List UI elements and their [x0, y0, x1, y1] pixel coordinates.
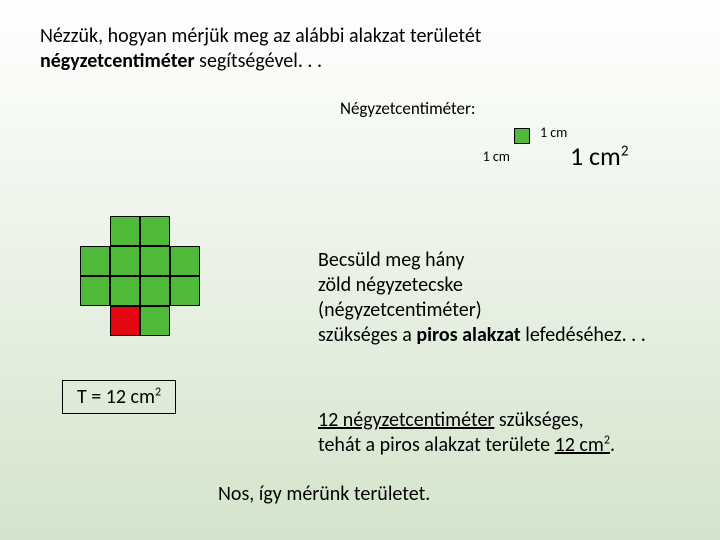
p2-l2b: 12 cm2 — [555, 433, 610, 457]
legend-left-label: 1 cm — [470, 148, 510, 165]
grid-cell — [80, 276, 110, 306]
grid-cell — [110, 276, 140, 306]
p1-l1: Becsüld meg hány — [318, 248, 464, 272]
intro-rest: segítségével. . . — [195, 49, 322, 73]
grid-cell — [140, 276, 170, 306]
grid-cell — [170, 276, 200, 306]
p1-l2: zöld négyzetecske — [318, 273, 463, 297]
p2-l2a: tehát a piros alakzat területe — [318, 433, 555, 457]
intro-text: Nézzük, hogyan mérjük meg az alábbi alak… — [40, 24, 680, 74]
intro-bold: négyzetcentiméter — [40, 49, 195, 73]
legend-title: Négyzetcentiméter: — [340, 98, 475, 119]
p1-l3: (négyzetcentiméter) — [318, 298, 482, 322]
p2-l1b: szükséges, — [494, 408, 583, 432]
p1-l4c: lefedéséhez. . . — [521, 323, 646, 347]
p2-l2c: . — [610, 433, 615, 457]
p1-l4b: piros alakzat — [416, 323, 520, 347]
grid-cell — [140, 216, 170, 246]
p2-l1a: 12 négyzetcentiméter — [318, 408, 494, 432]
p2-l2b-num: 12 cm — [555, 433, 604, 457]
legend-big-value: 1 cm2 — [570, 140, 628, 172]
legend-top-label: 1 cm — [540, 124, 567, 141]
grid-cell — [140, 306, 170, 336]
legend-big-num: 1 cm — [570, 140, 621, 172]
p1-l4a: szükséges a — [318, 323, 416, 347]
grid-cell — [110, 246, 140, 276]
result-exp: 2 — [155, 385, 161, 399]
grid-cell — [170, 246, 200, 276]
intro-line1: Nézzük, hogyan mérjük meg az alábbi alak… — [40, 24, 481, 48]
paragraph-estimate: Becsüld meg hány zöld négyzetecske (négy… — [318, 248, 710, 348]
legend-big-exp: 2 — [621, 142, 629, 160]
grid-cell — [80, 246, 110, 276]
result-prefix: T = 12 cm — [77, 385, 155, 409]
result-box: T = 12 cm2 — [62, 380, 176, 414]
paragraph-closing: Nos, így mérünk területet. — [218, 482, 430, 506]
slide: Nézzük, hogyan mérjük meg az alábbi alak… — [0, 0, 720, 540]
paragraph-answer: 12 négyzetcentiméter szükséges, tehát a … — [318, 408, 700, 458]
grid-cell — [110, 306, 140, 336]
grid-cell — [110, 216, 140, 246]
grid-cell — [140, 246, 170, 276]
legend-square — [514, 128, 530, 144]
